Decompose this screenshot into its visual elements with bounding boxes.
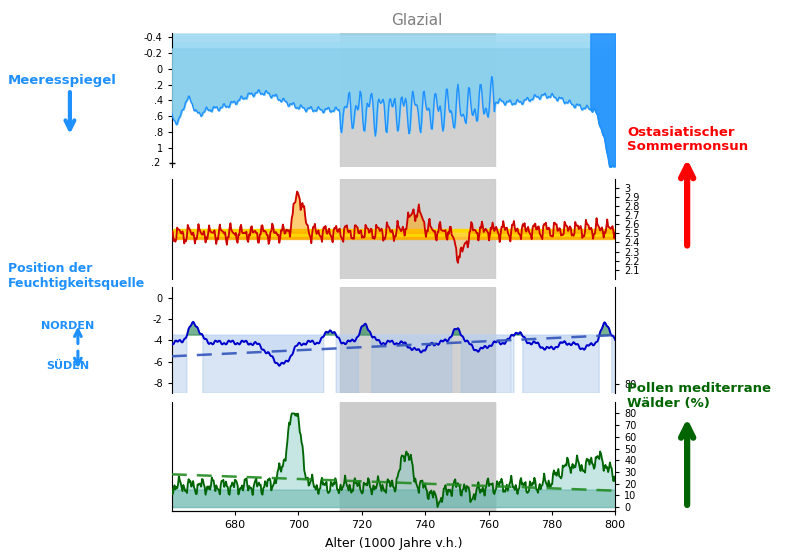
Text: Ostasiatischer
Sommermonsun: Ostasiatischer Sommermonsun xyxy=(627,126,749,153)
Bar xyxy=(340,287,495,393)
X-axis label: Alter (1000 Jahre v.h.): Alter (1000 Jahre v.h.) xyxy=(324,537,463,550)
Bar xyxy=(340,402,495,511)
Text: NORDEN: NORDEN xyxy=(42,321,94,331)
Text: .2: .2 xyxy=(152,158,161,169)
Text: Meeresspiegel: Meeresspiegel xyxy=(8,74,117,88)
Text: Pollen mediterrane
Wälder (%): Pollen mediterrane Wälder (%) xyxy=(627,382,771,410)
Text: Position der
Feuchtigkeitsquelle: Position der Feuchtigkeitsquelle xyxy=(8,262,145,290)
Bar xyxy=(340,402,495,511)
Bar xyxy=(340,33,495,167)
Bar xyxy=(340,179,495,279)
Text: SÜDEN: SÜDEN xyxy=(46,360,89,371)
Text: Glazial: Glazial xyxy=(392,13,443,28)
